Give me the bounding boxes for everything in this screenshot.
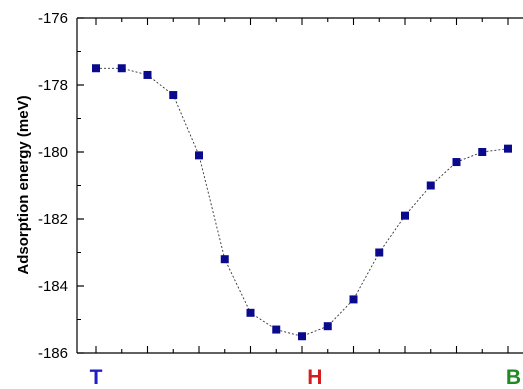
y-axis-ticks: -176 -178 -180 -182 -184 -186 — [38, 10, 84, 362]
y-tick-label: -180 — [38, 144, 68, 161]
data-point — [195, 151, 203, 160]
y-tick-label: -178 — [38, 77, 68, 94]
data-point — [169, 91, 178, 100]
data-point — [375, 248, 384, 257]
y-tick-label: -182 — [38, 211, 68, 228]
plot-frame — [76, 17, 523, 354]
data-point — [452, 158, 461, 167]
data-point — [426, 181, 435, 190]
series-line — [96, 67, 509, 337]
position-label-b: B — [506, 366, 521, 389]
data-point — [504, 144, 512, 153]
data-point — [246, 308, 255, 317]
data-point — [117, 64, 126, 73]
x-axis-ticks — [95, 18, 509, 353]
data-point — [220, 255, 229, 264]
data-point — [143, 70, 152, 79]
data-point — [323, 322, 332, 331]
position-label-t: T — [90, 366, 103, 389]
y-tick-label: -176 — [38, 10, 68, 27]
data-point — [349, 295, 358, 304]
data-point — [478, 148, 487, 156]
y-tick-label: -186 — [38, 345, 68, 362]
position-label-h: H — [307, 366, 322, 389]
data-point — [92, 64, 100, 73]
data-point — [298, 332, 306, 341]
data-points — [92, 64, 512, 341]
data-point — [272, 325, 281, 334]
y-tick-label: -184 — [38, 278, 68, 295]
y-axis-title: Adsorption energy (meV) — [15, 95, 32, 274]
data-point — [401, 211, 409, 220]
